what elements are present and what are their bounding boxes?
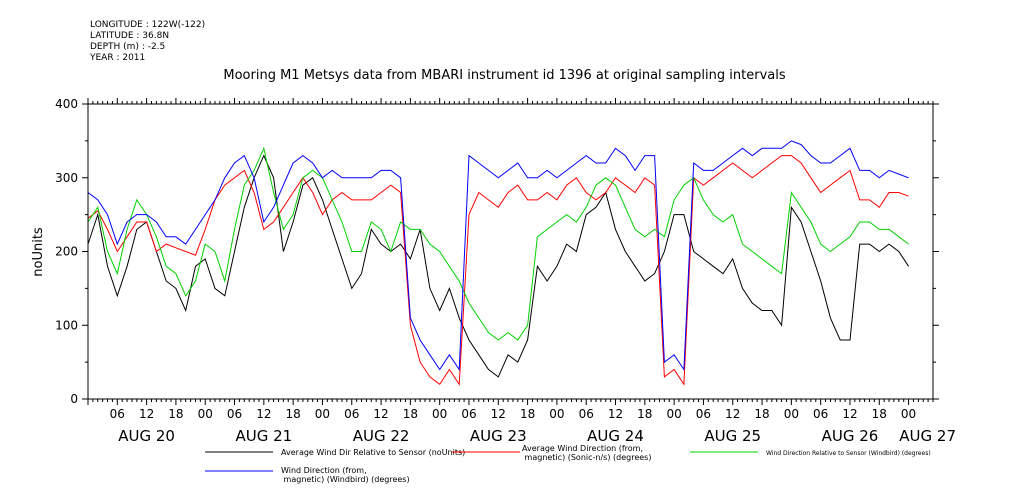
x-day-label: AUG 23 [470, 427, 527, 445]
x-hour-label: 18 [403, 407, 418, 421]
x-hour-label: 00 [901, 407, 916, 421]
x-hour-label: 00 [198, 407, 213, 421]
chart-title: Mooring M1 Metsys data from MBARI instru… [223, 68, 786, 83]
x-hour-label: 12 [139, 407, 154, 421]
x-hour-label: 00 [784, 407, 799, 421]
series-line-1 [87, 154, 910, 378]
x-hour-label: 18 [520, 407, 535, 421]
x-hour-label: 12 [491, 407, 506, 421]
x-hour-label: 18 [168, 407, 183, 421]
x-hour-label: 06 [461, 407, 476, 421]
metadata-block: LONGITUDE : 122W(-122) LATITUDE : 36.8N … [90, 20, 205, 64]
longitude-text: LONGITUDE : 122W(-122) [90, 20, 206, 30]
x-hour-label: 00 [549, 407, 564, 421]
depth-text: DEPTH (m) : -2.5 [90, 42, 166, 52]
x-hour-label: 18 [754, 407, 769, 421]
legend-label-3: Wind Direction Relative to Sensor (Windb… [766, 450, 931, 457]
latitude-text: LATITUDE : 36.8N [90, 31, 170, 41]
x-hour-label: 12 [256, 407, 271, 421]
x-hour-label: 18 [872, 407, 887, 421]
year-text: YEAR : 2011 [90, 53, 146, 63]
x-hour-label: 18 [637, 407, 652, 421]
axes: 0 100 200 300 400 06 12 18 00 06 12 18 00 06 12 18 00 06 1… [55, 97, 956, 445]
x-hour-label: 00 [315, 407, 330, 421]
x-day-label: AUG 27 [899, 427, 956, 445]
x-hour-label: 18 [286, 407, 301, 421]
legend: Average Wind Dir Relative to Sensor (noU… [205, 444, 931, 484]
x-hour-label: 06 [344, 407, 359, 421]
series-line-3 [87, 146, 909, 341]
x-day-label: AUG 26 [822, 427, 879, 445]
x-hour-label: 12 [842, 407, 857, 421]
x-hour-label: 00 [432, 407, 447, 421]
x-day-label: AUG 25 [704, 427, 761, 445]
x-hour-label: 12 [373, 407, 388, 421]
y-tick-label: 200 [55, 245, 78, 259]
x-day-label: AUG 24 [587, 427, 644, 445]
y-axis-label: noUnits [31, 227, 46, 277]
x-day-label: AUG 22 [353, 427, 410, 445]
x-hour-label: 12 [725, 407, 740, 421]
y-tick-label: 0 [70, 392, 78, 406]
y-tick-label: 400 [55, 97, 78, 111]
x-hour-label: 06 [696, 407, 711, 421]
series-line-4 [87, 140, 909, 372]
x-hour-label: 06 [579, 407, 594, 421]
x-day-label: AUG 20 [118, 427, 175, 445]
y-tick-label: 100 [55, 318, 78, 332]
x-hour-label: 06 [110, 407, 125, 421]
x-hour-label: 06 [227, 407, 242, 421]
series-line-2 [87, 155, 909, 386]
x-hour-label: 00 [666, 407, 681, 421]
x-day-label: AUG 21 [235, 427, 292, 445]
x-hour-label: 12 [608, 407, 623, 421]
legend-label-2: Average Wind Direction (from, magnetic) … [522, 444, 651, 462]
plot-lines [87, 140, 910, 386]
x-hour-label: 06 [813, 407, 828, 421]
legend-label-1: Average Wind Dir Relative to Sensor (noU… [281, 448, 465, 457]
legend-label-4: Wind Direction (from, magnetic) (Windbir… [281, 466, 410, 484]
y-tick-label: 300 [55, 171, 78, 185]
